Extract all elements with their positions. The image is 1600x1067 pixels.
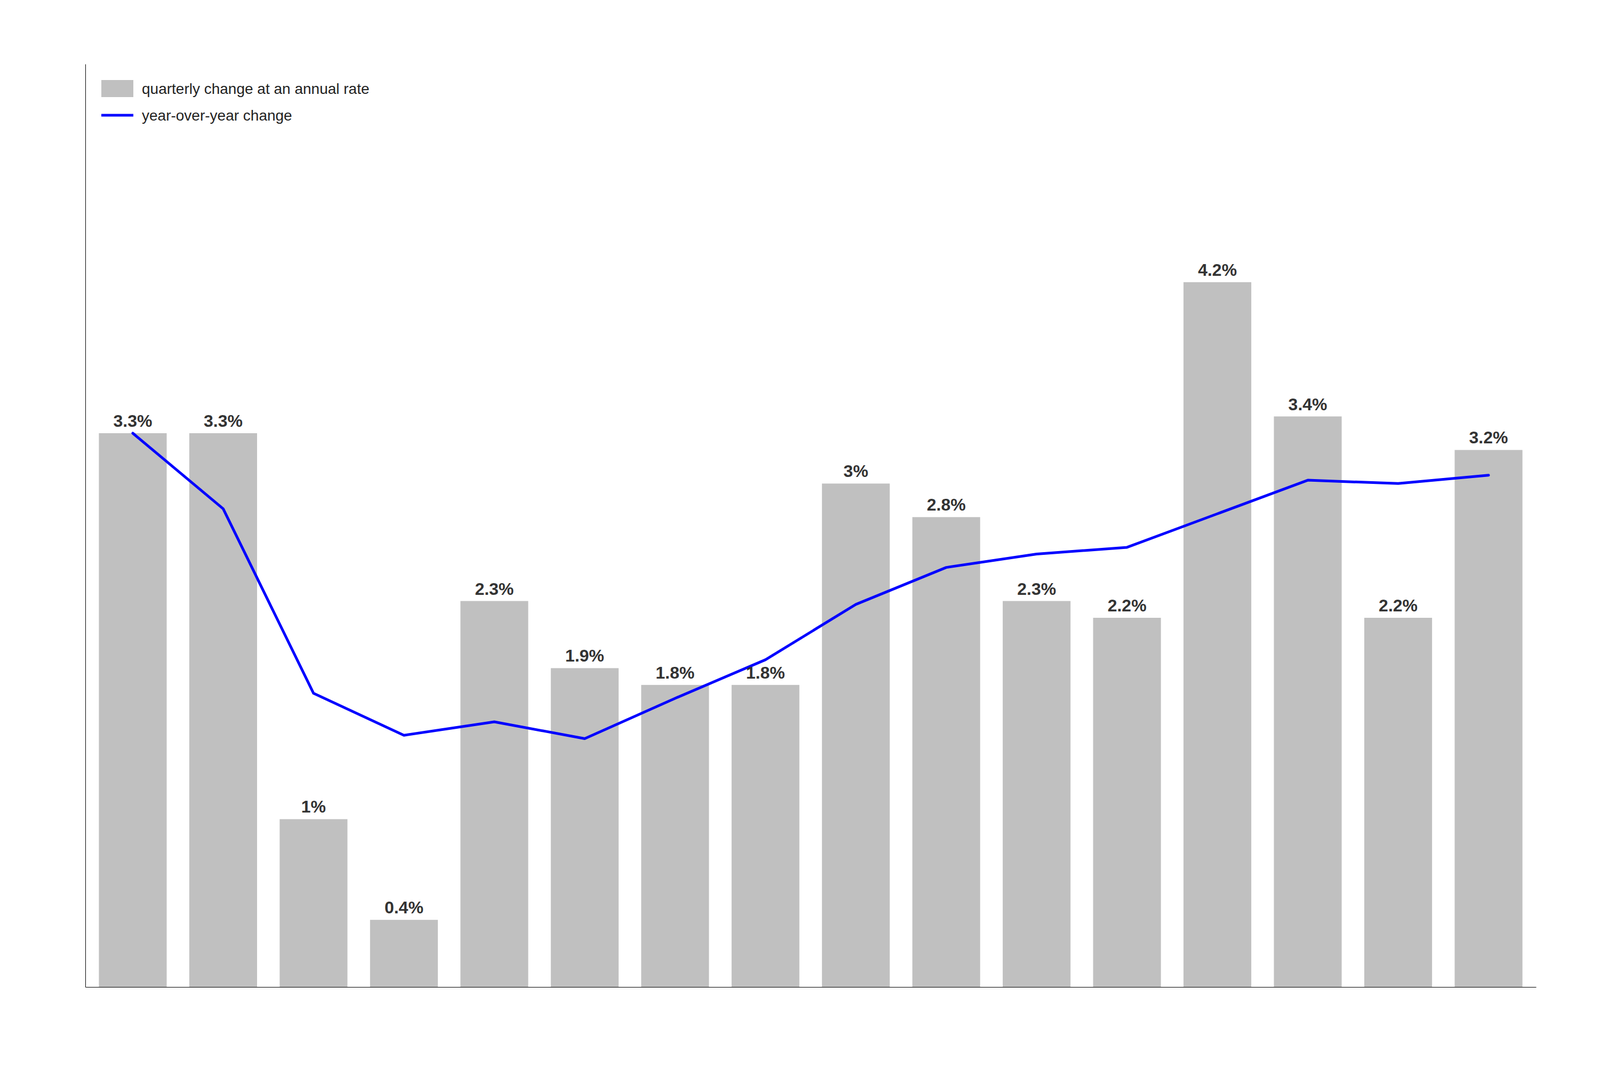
data-label: 2.2% [1107, 595, 1147, 615]
data-label: 1.9% [565, 645, 605, 666]
legend-item: year-over-year change [101, 107, 293, 124]
y-axis-line [85, 64, 86, 988]
x-axis-line [85, 986, 1537, 988]
bar [1093, 617, 1162, 987]
legend-swatch [101, 114, 134, 117]
data-label: 1.8% [655, 662, 695, 683]
data-label: 3.3% [113, 411, 153, 431]
bar [1274, 416, 1342, 987]
bar [731, 684, 800, 987]
data-label: 2.3% [1017, 579, 1056, 599]
data-labels: 3.3% 3.3% 1% 0.4% 2.3% 1.9% 1.8% 1.8% 3% 2.8% 2.3%… [113, 260, 1509, 917]
data-label: 4.2% [1197, 260, 1237, 280]
data-label: 3.2% [1469, 427, 1509, 447]
bar [1002, 601, 1071, 987]
data-label: 2.8% [926, 494, 966, 515]
bar [641, 684, 709, 987]
data-label: 0.4% [384, 897, 424, 917]
legend-label: quarterly change at an annual rate [141, 80, 370, 98]
bar [912, 516, 981, 987]
bar [550, 667, 619, 987]
legend-swatch [101, 80, 134, 98]
data-label: 3.4% [1288, 394, 1328, 414]
data-label: 1.8% [746, 662, 786, 683]
data-label: 3% [843, 461, 869, 481]
data-label: 2.3% [474, 579, 514, 599]
legend-item: quarterly change at an annual rate [101, 80, 370, 98]
bar [279, 818, 348, 987]
bar [189, 433, 258, 987]
chart: 3.3% 3.3% 1% 0.4% 2.3% 1.9% 1.8% 1.8% 3% 2.8% 2.3%… [0, 0, 1600, 1067]
marks [98, 282, 1523, 987]
x-axis [85, 986, 1537, 988]
bar [1364, 617, 1432, 987]
y-axis [85, 64, 86, 988]
data-label: 3.3% [203, 411, 243, 431]
data-label: 1% [301, 796, 326, 816]
bar [1454, 449, 1523, 987]
bar [821, 483, 890, 987]
data-label: 2.2% [1378, 595, 1418, 615]
bar-series [98, 282, 1523, 987]
bar [98, 433, 167, 987]
bar [460, 601, 528, 987]
bar [370, 919, 438, 987]
line [132, 433, 1489, 739]
legend-label: year-over-year change [141, 107, 293, 124]
legend: quarterly change at an annual rate year-o… [101, 80, 370, 124]
plot: 3.3% 3.3% 1% 0.4% 2.3% 1.9% 1.8% 1.8% 3% 2.8% 2.3%… [85, 64, 1537, 988]
bar [1183, 282, 1252, 987]
